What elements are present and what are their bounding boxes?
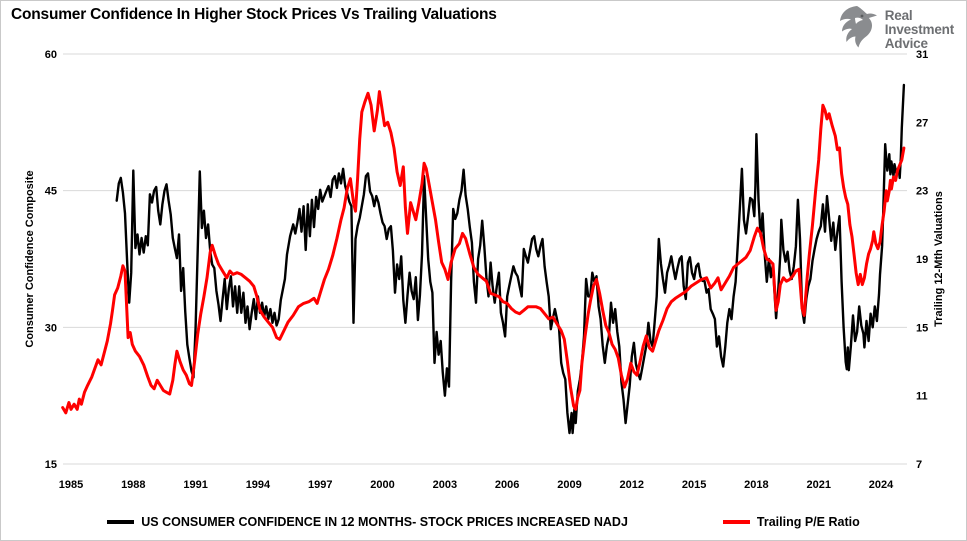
x-axis-tick-label: 1985 (59, 479, 83, 491)
eagle-logo-icon (835, 4, 879, 55)
x-axis-tick-label: 2006 (495, 479, 519, 491)
right-axis-tick-label: 19 (916, 254, 928, 266)
pe-ratio-series-line (61, 90, 906, 415)
chart-title: Consumer Confidence In Higher Stock Pric… (11, 6, 497, 23)
logo-text: Real Investment Advice (884, 7, 954, 51)
x-axis-tick-label: 2012 (620, 479, 644, 491)
right-axis-tick-label: 7 (916, 459, 922, 471)
real-investment-advice-logo: Real Investment Advice (835, 4, 954, 55)
right-axis-tick-label: 27 (916, 117, 928, 129)
x-axis-tick-label: 2021 (806, 479, 830, 491)
pe-ratio-line-swatch (722, 520, 750, 524)
legend-item-pe-ratio: Trailing P/E Ratio (722, 515, 860, 529)
confidence-series-line (115, 83, 906, 435)
right-axis-tick-label: 15 (916, 322, 928, 334)
left-axis-tick-label: 45 (45, 186, 57, 198)
left-axis-tick-label: 15 (45, 459, 57, 471)
pe-ratio-legend-label: Trailing P/E Ratio (756, 515, 860, 529)
x-axis-tick-label: 2000 (370, 479, 394, 491)
right-axis-tick-label: 31 (916, 49, 928, 61)
left-axis-tick-label: 30 (45, 322, 57, 334)
left-axis-title: Consumer Confidence Composite (24, 170, 36, 348)
x-axis-tick-label: 1991 (183, 479, 207, 491)
x-axis-tick-label: 2024 (869, 479, 894, 491)
x-axis-tick-label: 1988 (121, 479, 145, 491)
x-axis-tick-label: 2015 (682, 479, 706, 491)
right-axis-tick-label: 23 (916, 186, 928, 198)
legend: US CONSUMER CONFIDENCE IN 12 MONTHS- STO… (1, 515, 966, 529)
x-axis-tick-label: 2009 (557, 479, 581, 491)
x-axis-tick-label: 2003 (433, 479, 457, 491)
x-axis-tick-label: 2018 (744, 479, 768, 491)
left-axis-tick-label: 60 (45, 49, 57, 61)
right-axis-tick-label: 11 (916, 391, 928, 403)
confidence-legend-label: US CONSUMER CONFIDENCE IN 12 MONTHS- STO… (141, 515, 628, 529)
legend-item-confidence: US CONSUMER CONFIDENCE IN 12 MONTHS- STO… (107, 515, 628, 529)
x-axis-tick-label: 1997 (308, 479, 332, 491)
confidence-line-swatch (107, 520, 135, 524)
right-axis-title: Trailing 12-Mth Valuations (933, 191, 945, 327)
x-axis-tick-label: 1994 (246, 479, 271, 491)
